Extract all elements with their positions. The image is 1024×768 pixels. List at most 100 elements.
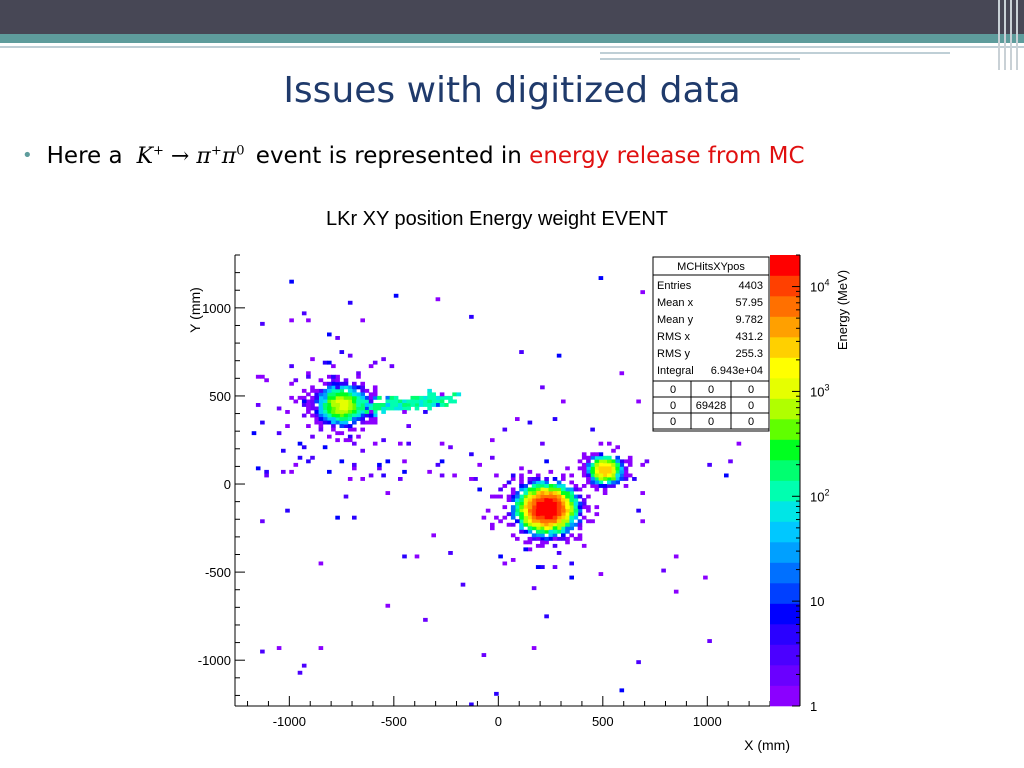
color-scale-swatch bbox=[770, 439, 800, 461]
heatmap-cell bbox=[548, 491, 554, 495]
heatmap-cell bbox=[352, 381, 357, 386]
heatmap-cell bbox=[331, 374, 336, 379]
heatmap-cell bbox=[556, 529, 562, 534]
slide-header-bar bbox=[0, 0, 1024, 34]
heatmap-cell bbox=[281, 469, 286, 474]
heatmap-cell bbox=[285, 410, 290, 414]
heatmap-cell bbox=[431, 392, 436, 397]
heatmap-cell bbox=[569, 508, 574, 513]
heatmap-cell bbox=[318, 406, 324, 411]
heatmap-cell bbox=[339, 399, 345, 404]
heatmap-cell bbox=[594, 462, 600, 467]
heatmap-cell bbox=[310, 395, 315, 400]
heatmap-cell bbox=[327, 417, 332, 421]
x-tick-label: 0 bbox=[495, 714, 502, 729]
stats-title: MCHitsXYpos bbox=[677, 261, 745, 273]
y-tick-label: 1000 bbox=[202, 301, 231, 316]
heatmap-cell bbox=[565, 540, 570, 545]
heatmap-cell bbox=[347, 413, 353, 418]
heatmap-cell bbox=[490, 455, 495, 460]
heatmap-cell bbox=[561, 505, 566, 510]
heatmap-cell bbox=[377, 403, 382, 407]
color-scale: 1 10 102 103 104 Energy (MeV) bbox=[770, 254, 850, 714]
heatmap-cell bbox=[577, 466, 583, 471]
heatmap-cell bbox=[602, 484, 608, 488]
heatmap-cell bbox=[335, 388, 340, 393]
heatmap-cell bbox=[569, 491, 574, 495]
color-scale-swatch bbox=[770, 644, 800, 666]
heatmap-cell bbox=[377, 406, 382, 411]
heatmap-cell bbox=[314, 395, 319, 400]
heatmap-cell bbox=[360, 388, 365, 393]
heatmap-cell bbox=[594, 477, 600, 481]
heatmap-cell bbox=[322, 395, 328, 400]
heatmap-cell bbox=[556, 353, 562, 358]
heatmap-cell bbox=[535, 480, 541, 485]
heatmap-cell bbox=[297, 441, 303, 446]
heatmap-cell bbox=[494, 494, 499, 499]
heatmap-cell bbox=[510, 533, 516, 538]
heatmap-cell bbox=[418, 403, 424, 407]
heatmap-cell bbox=[535, 477, 541, 481]
heatmap-cell bbox=[356, 410, 361, 414]
color-scale-swatch bbox=[770, 419, 800, 440]
header-rule-3 bbox=[600, 58, 800, 60]
heatmap-cell bbox=[435, 395, 441, 400]
heatmap-cell bbox=[515, 536, 520, 541]
heatmap-cell bbox=[556, 491, 562, 495]
heatmap-cell bbox=[552, 487, 558, 492]
bullet-highlight: energy release from MC bbox=[529, 143, 805, 169]
heatmap-cell bbox=[561, 522, 566, 527]
heatmap-cell bbox=[573, 512, 579, 517]
heatmap-cell bbox=[565, 505, 570, 510]
heatmap-cell bbox=[556, 519, 562, 524]
heatmap-cell bbox=[535, 543, 541, 548]
heatmap-cell bbox=[322, 399, 328, 404]
heatmap-cell bbox=[527, 529, 533, 534]
stats-box-frame bbox=[652, 256, 770, 432]
heatmap-cell bbox=[544, 512, 549, 517]
heatmap-cell bbox=[356, 417, 361, 421]
heatmap-cell bbox=[569, 494, 574, 499]
color-scale-swatch bbox=[770, 357, 800, 379]
heatmap-cell bbox=[372, 360, 378, 365]
heatmap-cell bbox=[556, 505, 562, 510]
heatmap-cell bbox=[523, 484, 528, 488]
heatmap-cell bbox=[368, 392, 374, 397]
y-tick-label: 0 bbox=[224, 477, 231, 492]
heatmap-cell bbox=[581, 484, 587, 488]
heatmap-cell bbox=[327, 413, 332, 418]
color-scale-swatch bbox=[770, 501, 800, 522]
heatmap-cell bbox=[356, 392, 361, 397]
heatmap-cell bbox=[322, 381, 328, 386]
heatmap-cell bbox=[452, 392, 457, 397]
heatmap-cell bbox=[548, 536, 554, 541]
heatmap-cell bbox=[398, 399, 403, 404]
heatmap-cell bbox=[360, 318, 365, 323]
heatmap-cell bbox=[565, 526, 570, 531]
heatmap-cell bbox=[335, 399, 340, 404]
heatmap-cell bbox=[327, 360, 332, 365]
color-scale-label: 102 bbox=[810, 487, 829, 504]
heatmap-cell bbox=[439, 395, 445, 400]
heatmap-cell bbox=[343, 378, 349, 383]
heatmap-cell bbox=[552, 522, 558, 527]
heatmap-cell bbox=[297, 670, 303, 675]
heatmap-cell bbox=[306, 459, 311, 464]
heatmap-cell bbox=[372, 420, 378, 425]
heatmap-cell bbox=[368, 406, 374, 411]
heatmap-cell bbox=[318, 420, 324, 425]
heatmap-cell bbox=[535, 491, 541, 495]
heatmap-cell bbox=[581, 543, 587, 548]
heatmap-cell bbox=[393, 293, 399, 298]
heatmap-cell bbox=[531, 501, 537, 506]
heatmap-cell bbox=[527, 480, 533, 485]
heatmap-cell bbox=[527, 420, 533, 425]
heatmap-cell bbox=[615, 477, 620, 481]
heatmap-cell bbox=[607, 455, 612, 460]
heatmap-cell bbox=[544, 522, 549, 527]
heatmap-cell bbox=[335, 406, 340, 411]
heatmap-cell bbox=[598, 276, 604, 280]
heatmap-cell bbox=[544, 505, 549, 510]
heatmap-cell bbox=[515, 519, 520, 524]
